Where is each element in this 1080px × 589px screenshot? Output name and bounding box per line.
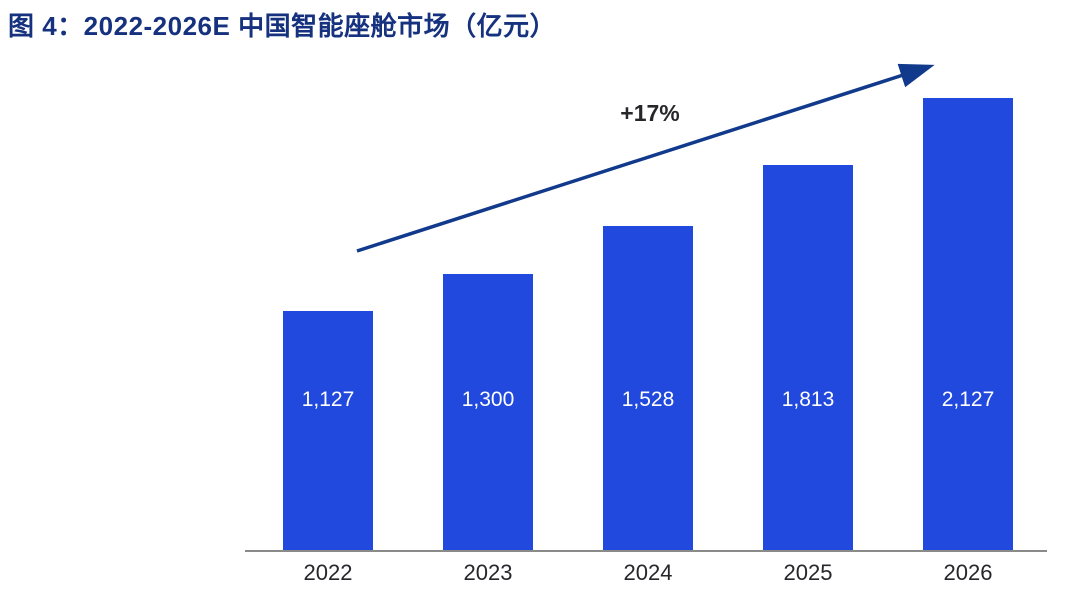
x-tick-label-2024: 2024	[623, 560, 673, 585]
x-tick-label-2022: 2022	[303, 560, 353, 585]
bar-value-label-2025: 1,813	[781, 388, 835, 411]
bar-2024	[603, 226, 693, 551]
x-tick-label-2026: 2026	[943, 560, 993, 585]
bar-value-label-2022: 1,127	[301, 388, 355, 411]
bar-2026	[923, 98, 1013, 551]
bar-value-label-2026: 2,127	[941, 388, 995, 411]
growth-percentage-label: +17%	[620, 100, 680, 126]
x-tick-label-2025: 2025	[783, 560, 833, 585]
bar-2025	[763, 165, 853, 551]
bar-value-label-2024: 1,528	[621, 388, 675, 411]
bar-value-label-2023: 1,300	[461, 388, 515, 411]
x-tick-label-2023: 2023	[463, 560, 513, 585]
x-axis-line	[245, 550, 1047, 552]
bar-2023	[443, 274, 533, 551]
chart-title: 图 4：2022-2026E 中国智能座舱市场（亿元）	[8, 11, 557, 41]
bar-2022	[283, 311, 373, 551]
